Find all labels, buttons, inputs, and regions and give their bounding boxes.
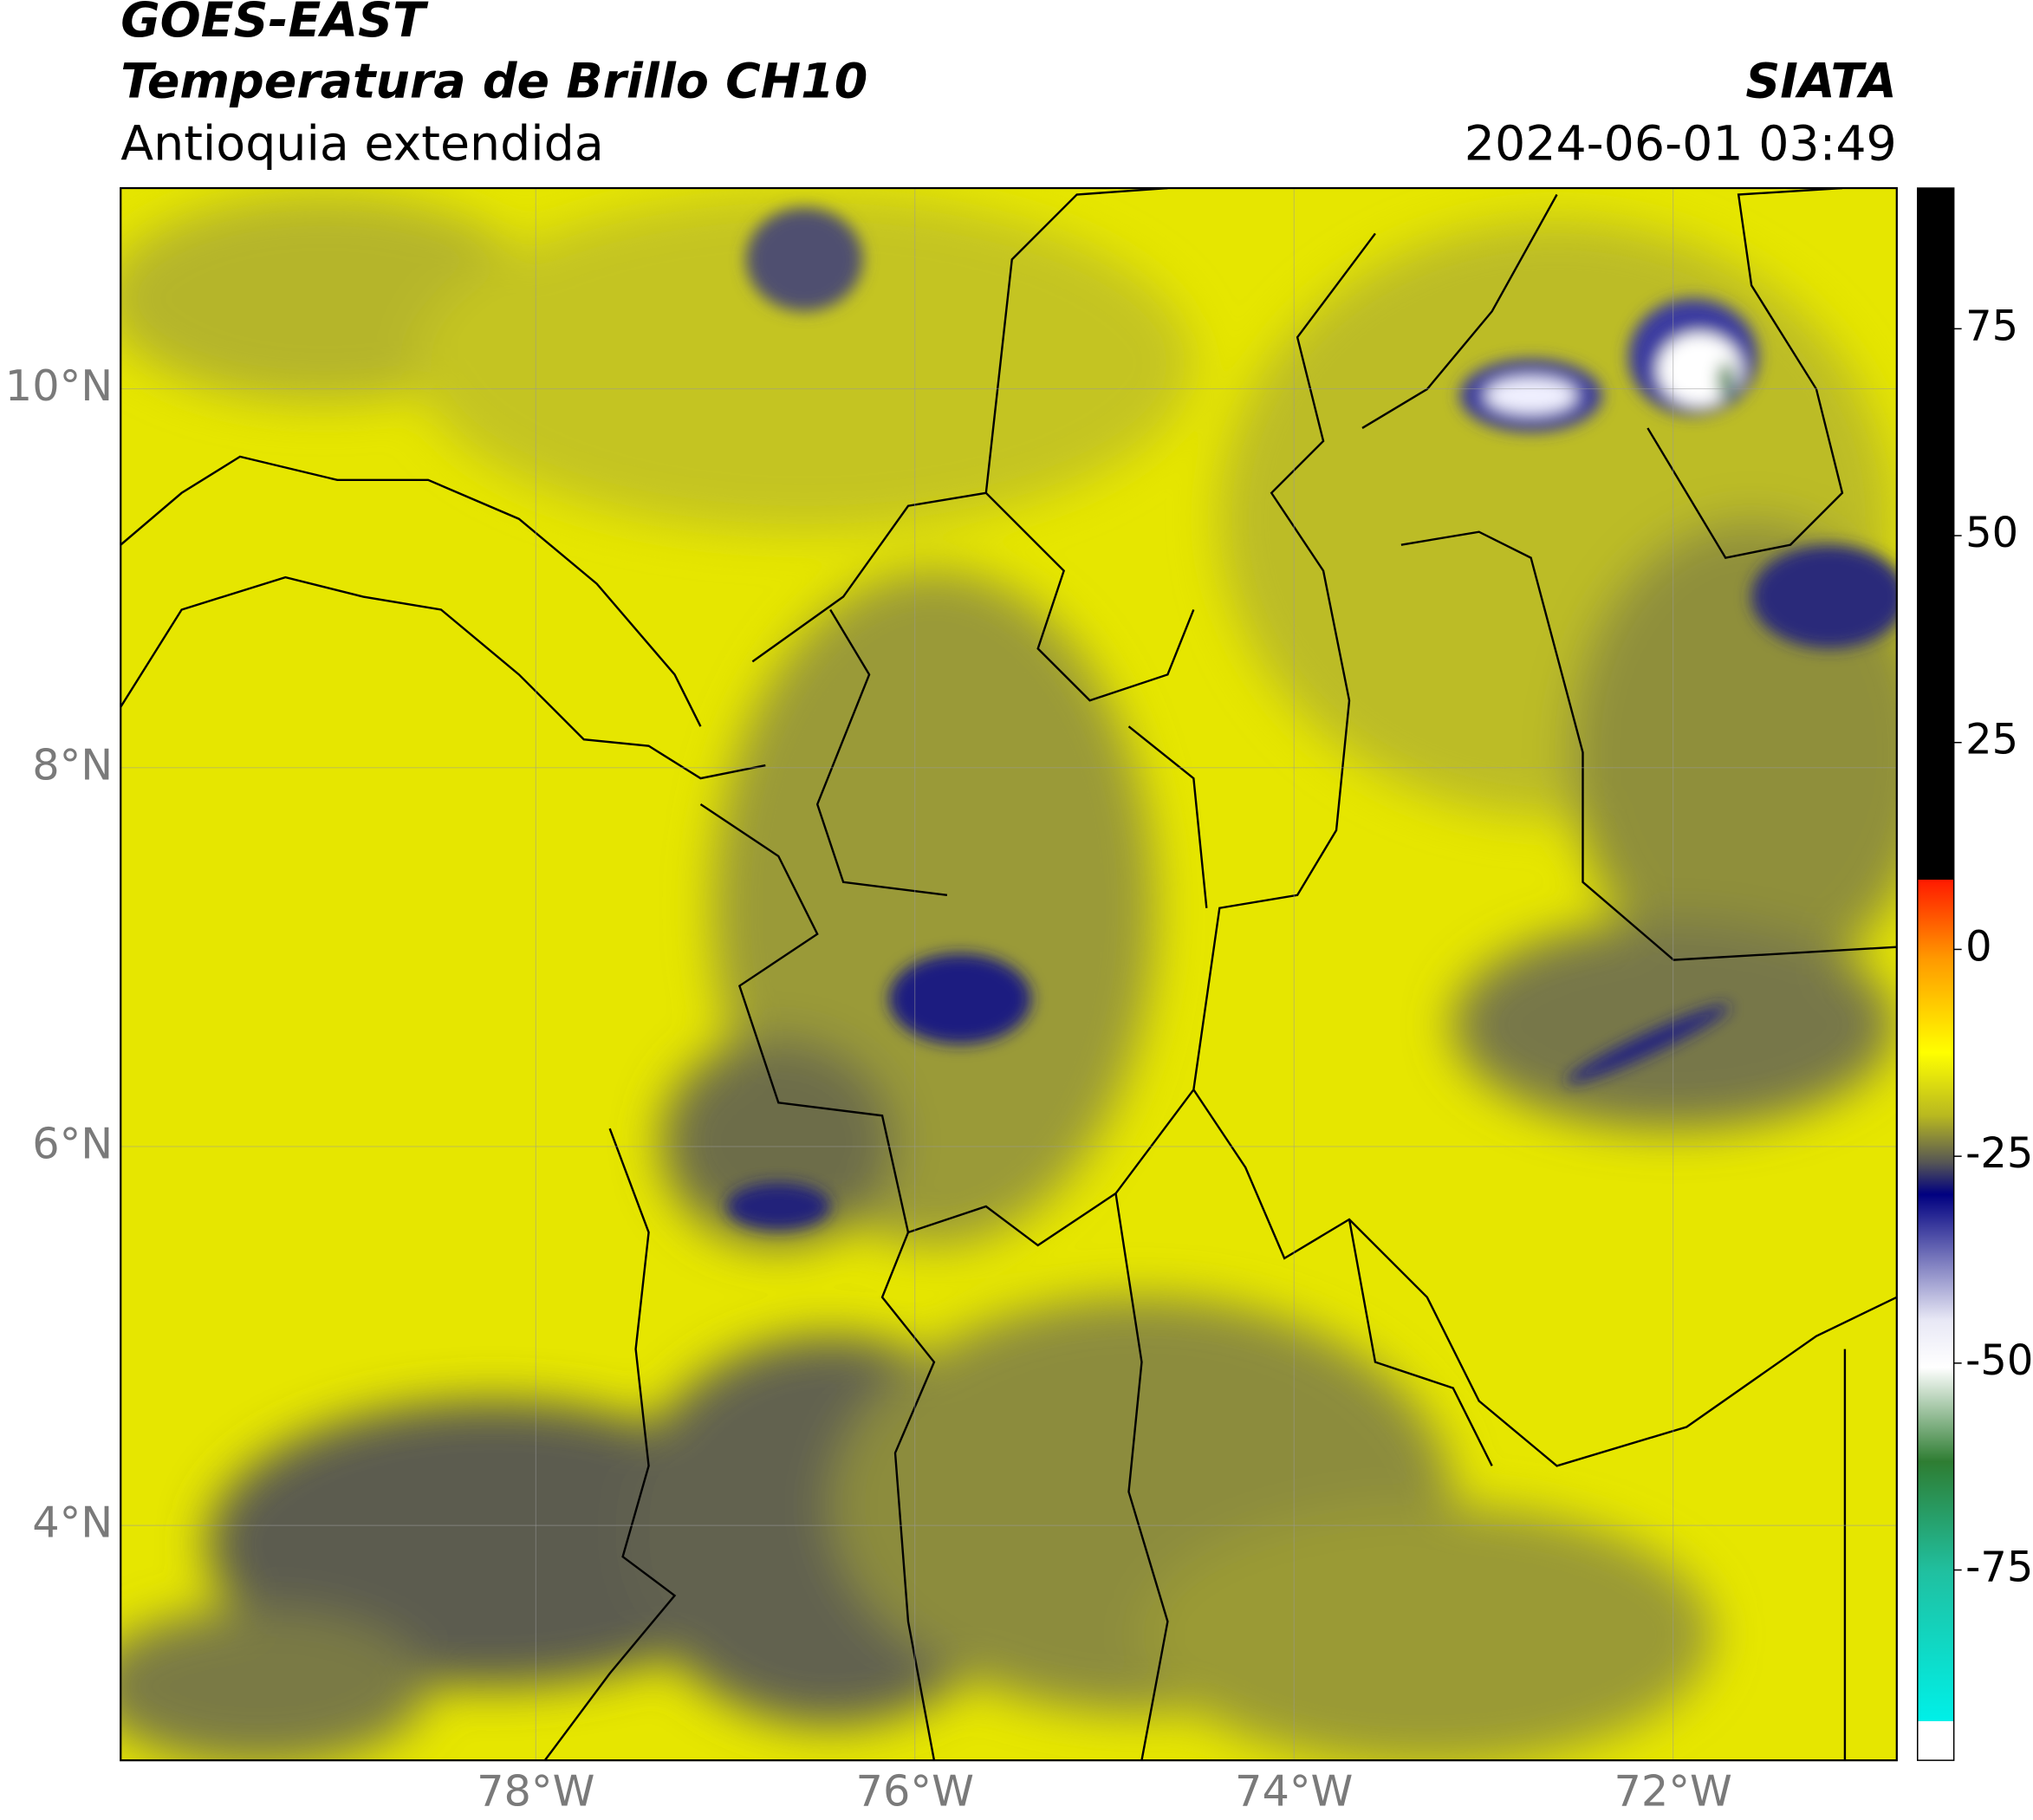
subtitle: Temperatura de Brillo CH10 <box>120 54 867 109</box>
colorbar-tick-label: -75 <box>1965 1544 2033 1592</box>
colorbar-tick-label: 0 <box>1965 923 1991 971</box>
x-tick-label: 76°W <box>856 1766 974 1817</box>
colorbar-tick-label: -25 <box>1965 1130 2033 1178</box>
x-tick-label: 74°W <box>1235 1766 1353 1817</box>
y-tick-label: 6°N <box>32 1118 113 1168</box>
graticule <box>120 188 1897 1761</box>
y-tick-label: 10°N <box>5 361 113 411</box>
colorbar-tick-label: 50 <box>1965 510 2018 557</box>
region: Antioquia extendida <box>120 116 604 172</box>
title: GOES-EAST <box>120 0 429 49</box>
y-tick-label: 4°N <box>32 1498 113 1548</box>
colorbar <box>1917 187 1955 1761</box>
datetime: 2024-06-01 03:49 <box>1465 116 1897 172</box>
colorbar-tick-label: 75 <box>1965 302 2018 350</box>
colorbar-tick-label: 25 <box>1965 717 2018 764</box>
colorbar-tick-label: -50 <box>1965 1337 2033 1385</box>
y-tick-label: 8°N <box>32 739 113 790</box>
map-image <box>120 188 1897 1761</box>
x-tick-label: 78°W <box>477 1766 594 1817</box>
source: SIATA <box>1745 54 1896 109</box>
x-tick-label: 72°W <box>1614 1766 1732 1817</box>
map-frame <box>120 186 1898 1762</box>
